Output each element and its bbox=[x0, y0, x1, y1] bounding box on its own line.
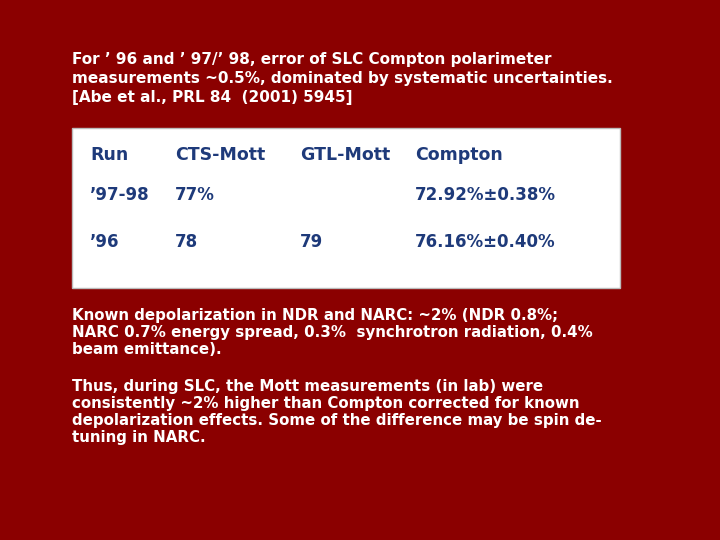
Text: 76.16%±0.40%: 76.16%±0.40% bbox=[415, 233, 556, 251]
Text: ’97-98: ’97-98 bbox=[90, 186, 150, 204]
Text: CTS-Mott: CTS-Mott bbox=[175, 146, 265, 164]
Text: measurements ~0.5%, dominated by systematic uncertainties.: measurements ~0.5%, dominated by systema… bbox=[72, 71, 613, 86]
Text: Thus, during SLC, the Mott measurements (in lab) were: Thus, during SLC, the Mott measurements … bbox=[72, 379, 543, 394]
Text: [Abe et al., PRL 84  (2001) 5945]: [Abe et al., PRL 84 (2001) 5945] bbox=[72, 90, 353, 105]
Text: depolarization effects. Some of the difference may be spin de-: depolarization effects. Some of the diff… bbox=[72, 413, 602, 428]
Text: beam emittance).: beam emittance). bbox=[72, 342, 222, 357]
Text: 78: 78 bbox=[175, 233, 198, 251]
Text: consistently ~2% higher than Compton corrected for known: consistently ~2% higher than Compton cor… bbox=[72, 396, 580, 411]
Text: 72.92%±0.38%: 72.92%±0.38% bbox=[415, 186, 556, 204]
Text: 77%: 77% bbox=[175, 186, 215, 204]
Text: ’96: ’96 bbox=[90, 233, 120, 251]
Text: Known depolarization in NDR and NARC: ~2% (NDR 0.8%;: Known depolarization in NDR and NARC: ~2… bbox=[72, 308, 558, 323]
Text: 79: 79 bbox=[300, 233, 323, 251]
Text: NARC 0.7% energy spread, 0.3%  synchrotron radiation, 0.4%: NARC 0.7% energy spread, 0.3% synchrotro… bbox=[72, 325, 593, 340]
Text: tuning in NARC.: tuning in NARC. bbox=[72, 430, 206, 445]
Text: Run: Run bbox=[90, 146, 128, 164]
Text: For ’ 96 and ’ 97/’ 98, error of SLC Compton polarimeter: For ’ 96 and ’ 97/’ 98, error of SLC Com… bbox=[72, 52, 552, 67]
Text: GTL-Mott: GTL-Mott bbox=[300, 146, 390, 164]
Text: Compton: Compton bbox=[415, 146, 503, 164]
FancyBboxPatch shape bbox=[72, 128, 620, 288]
